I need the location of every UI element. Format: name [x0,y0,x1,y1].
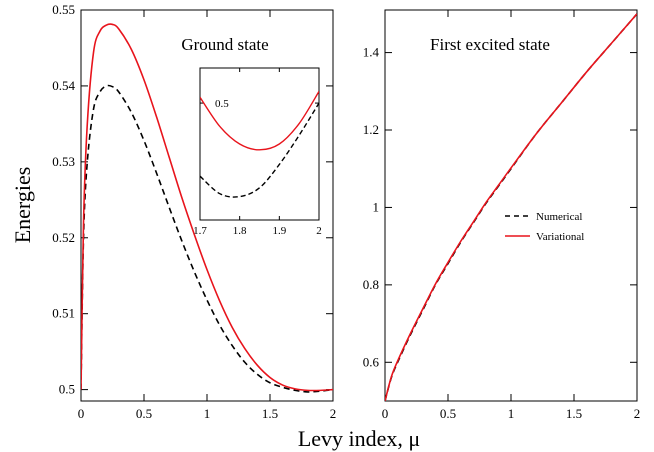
y-tick-label: 0.6 [363,354,380,369]
y-tick-label: 0.53 [52,154,75,169]
first-excited-plot-area: 0 0.5 1 1.5 2 0.6 0.8 1 1.2 1.4 [363,10,641,421]
y-tick-label: 1.4 [363,45,380,60]
x-tick-label: 1.9 [272,225,286,237]
x-tick-label: 1 [508,406,515,421]
y-tick-label: 0.5 [59,382,75,397]
x-tick-label: 0.5 [136,406,152,421]
x-tick-label: 1.7 [193,225,207,237]
x-tick-label: 1.8 [233,225,247,237]
ground-state-title: Ground state [181,35,268,54]
inset-plot-area: 1.7 1.8 1.9 2 0.5 [193,68,322,237]
x-axis-label: Levy index, μ [298,426,420,451]
y-tick-label: 0.51 [52,306,75,321]
first-excited-title: First excited state [430,35,550,54]
first-excited-panel: 0 0.5 1 1.5 2 0.6 0.8 1 1.2 1.4 First excited sta… [363,9,641,421]
y-tick-label: 1 [373,199,380,214]
legend-label-numerical: Numerical [536,211,582,223]
variational-series-line [81,23,333,392]
x-tick-label: 1.5 [262,406,278,421]
x-tick-label: 0 [382,406,389,421]
y-tick-label: 0.8 [363,277,379,292]
y-tick-label: 0.52 [52,230,75,245]
y-tick-label: 0.55 [52,2,75,17]
x-tick-label: 0.5 [440,406,456,421]
x-tick-label: 1 [204,406,211,421]
numerical-series-line [385,13,637,401]
x-tick-label: 2 [330,406,337,421]
variational-series-line [385,13,637,401]
legend-label-variational: Variational [536,231,584,243]
x-tick-label: 0 [78,406,85,421]
y-axis-label: Energies [10,167,35,244]
ground-state-panel: 0 0.5 1 1.5 20.50.510.520.530.540.55 Ground … [52,2,336,421]
y-tick-label: 0.54 [52,78,75,93]
ground-state-plot-area: 0 0.5 1 1.5 20.50.510.520.530.540.55 [52,2,336,421]
numerical-series-line [200,102,319,198]
y-tick-label: 1.2 [363,122,379,137]
inset-frame [199,67,320,221]
numerical-series-line [81,84,333,393]
x-tick-label: 2 [634,406,641,421]
y-tick-label: 0.5 [215,98,229,110]
inset-panel: 1.7 1.8 1.9 2 0.5 [193,67,322,237]
x-tick-label: 2 [316,225,322,237]
variational-series-line [200,91,319,151]
x-tick-label: 1.5 [566,406,582,421]
legend: Numerical Variational [505,211,584,243]
first-excited-frame [384,9,638,402]
